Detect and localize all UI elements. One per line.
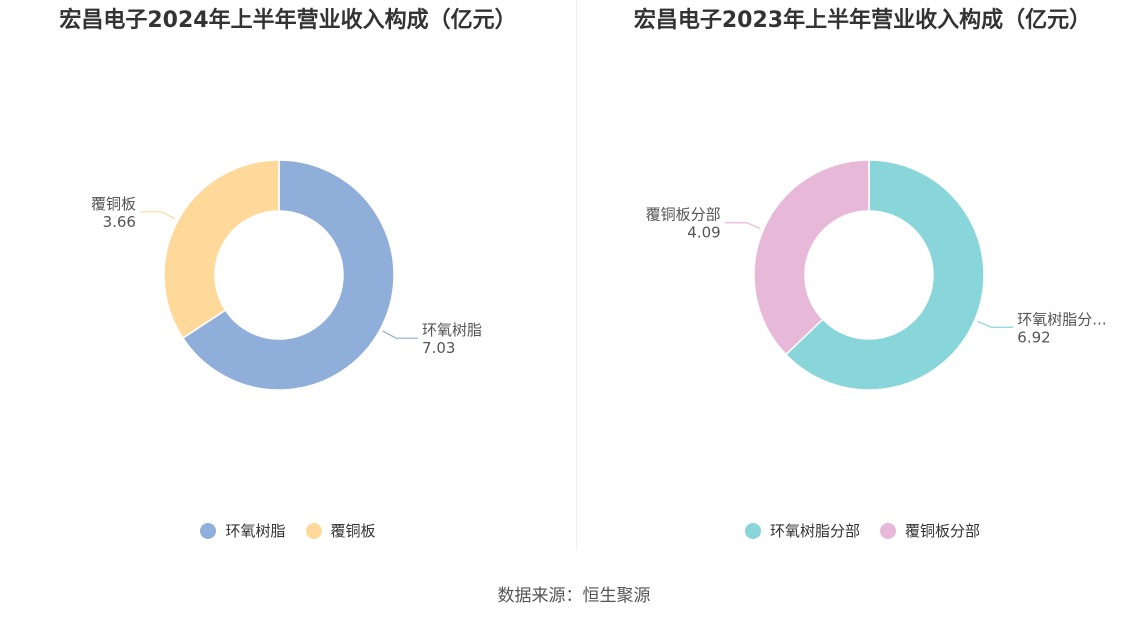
legend-item[interactable]: 覆铜板分部 [880,520,980,541]
slice-value-label: 4.09 [687,224,720,242]
slice-value-label: 7.03 [422,339,455,357]
panel-divider [576,0,577,550]
donut-slice[interactable] [163,159,280,340]
leader-line [977,320,1014,328]
legend-label: 覆铜板分部 [905,522,981,540]
legend-item[interactable]: 环氧树脂 [200,520,286,541]
donut-slice[interactable] [753,159,870,356]
legend-item[interactable]: 覆铜板 [305,520,376,541]
leader-line [382,330,419,339]
chart-title: 宏昌电子2024年上半年营业收入构成（亿元） [59,8,517,33]
data-source: 数据来源：恒生聚源 [497,586,651,606]
legend-marker [200,522,217,539]
slice-name-label: 环氧树脂 [422,321,482,339]
legend-label: 覆铜板 [330,522,376,540]
chart-panel-2023: 宏昌电子2023年上半年营业收入构成（亿元） 环氧树脂分... 6.92 覆铜板分部… [577,0,1148,550]
leader-line [139,211,176,220]
legend-marker [305,522,322,539]
donut-slice[interactable] [181,159,395,391]
slice-value-label: 6.92 [1017,328,1050,346]
legend-marker [880,522,896,539]
legend-item[interactable]: 环氧树脂分部 [744,520,860,541]
slice-name-label: 环氧树脂分... [1017,310,1106,328]
slice-name-label: 覆铜板 [91,195,136,213]
chart-panel-2024: 宏昌电子2024年上半年营业收入构成（亿元） 环氧树脂 7.03 覆铜板 3.66 环… [0,0,576,550]
slice-name-label: 覆铜板分部 [646,206,721,224]
legend: 环氧树脂分部 覆铜板分部 [577,520,1148,541]
chart-title: 宏昌电子2023年上半年营业收入构成（亿元） [633,8,1092,33]
legend-marker [744,522,761,539]
legend-label: 环氧树脂 [225,522,286,540]
slice-value-label: 3.66 [103,213,136,231]
legend: 环氧树脂 覆铜板 [0,520,576,541]
legend-label: 环氧树脂分部 [769,522,860,540]
leader-line [724,222,761,230]
donut-slice[interactable] [784,159,985,391]
